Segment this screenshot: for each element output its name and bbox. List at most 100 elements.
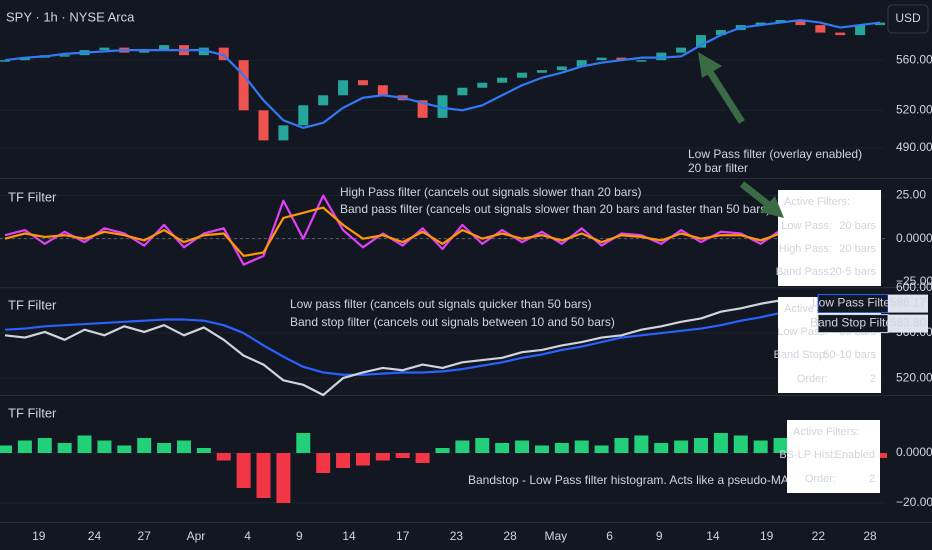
candle (377, 85, 388, 96)
currency-box[interactable] (887, 4, 929, 34)
histogram-bar (97, 440, 112, 453)
currency[interactable]: USD (895, 11, 921, 25)
histogram-bar (753, 440, 768, 453)
series-line (4, 18, 881, 129)
candle (238, 60, 249, 111)
annotation: Band pass filter (cancels out signals sl… (340, 202, 770, 216)
table-value: 2 (870, 373, 876, 385)
x-tick-label: 22 (812, 529, 826, 543)
histogram-bar (296, 433, 311, 453)
histogram-bar (316, 453, 331, 473)
x-tick-label: 19 (32, 529, 46, 543)
x-tick-label: 24 (88, 529, 102, 543)
table-value: Enabled (835, 449, 875, 461)
y-tick-label: −20.00 (896, 495, 932, 509)
candle (755, 22, 766, 26)
candle (517, 72, 528, 78)
candle (477, 82, 488, 88)
candle (298, 105, 309, 126)
candle (696, 35, 707, 48)
price-tag-value-box (888, 294, 928, 313)
table-label: Band Pass: (776, 266, 832, 278)
series-line (4, 299, 881, 397)
candle (656, 52, 667, 61)
table-label: Band Stop: (774, 349, 828, 361)
candle (835, 32, 846, 36)
histogram-bar (137, 438, 152, 453)
candle (159, 45, 170, 51)
histogram-bar (614, 438, 629, 453)
histogram-bar (37, 438, 52, 453)
histogram-bar (773, 438, 788, 453)
table-label: Order: (805, 473, 836, 485)
x-tick-label: 6 (606, 529, 613, 543)
price-tag-value-box (888, 314, 928, 333)
candle (139, 50, 150, 53)
histogram-bar (594, 445, 609, 453)
x-tick-label: Apr (187, 529, 206, 543)
series-line (4, 301, 880, 376)
histogram-bar (77, 435, 92, 453)
histogram-bar (415, 453, 430, 463)
filter-table (778, 190, 881, 286)
annotation: Band stop filter (cancels out signals be… (290, 315, 615, 329)
y-tick-label: 25.00 (896, 188, 926, 202)
histogram-bar (534, 445, 549, 453)
histogram-bar (554, 443, 569, 453)
histogram-bar (196, 448, 211, 453)
x-tick-label: 17 (396, 529, 410, 543)
table-label: Low Pass: (777, 326, 828, 338)
y-tick-label: −25.00 (896, 274, 932, 288)
table-label: High Pass: (779, 243, 832, 255)
histogram-bar (276, 453, 291, 503)
layers: 560.00 520.00 490.00 Low Pass filter (overl… (0, 18, 932, 543)
candle (278, 125, 289, 141)
series-line (4, 194, 881, 266)
candle (318, 95, 329, 106)
x-tick-label: 9 (656, 529, 663, 543)
histogram-bar (236, 453, 251, 488)
histogram-bar (435, 448, 450, 453)
candle (19, 57, 30, 61)
histogram-bar (574, 440, 589, 453)
x-tick-label: 27 (138, 529, 152, 543)
panel-label: TF Filter (8, 189, 57, 204)
histogram-bar (256, 453, 271, 498)
y-tick-label: 0.0000 (896, 445, 932, 459)
annotation: Bandstop - Low Pass filter histogram. Ac… (468, 473, 806, 487)
annotation: Low Pass filter (overlay enabled) (688, 147, 862, 161)
histogram-bar (495, 443, 510, 453)
x-tick-label: 4 (244, 529, 251, 543)
candle (556, 66, 567, 71)
panel-label: TF Filter (8, 297, 57, 312)
histogram-bar (475, 438, 490, 453)
histogram-bar (375, 453, 390, 461)
x-tick-label: 14 (706, 529, 720, 543)
candle (417, 100, 428, 118)
annotation: High Pass filter (cancels out signals sl… (340, 185, 641, 199)
table-title: Active Filters: (784, 196, 850, 208)
histogram-bar (336, 453, 351, 468)
candle (198, 47, 209, 56)
table-label: Order: (797, 373, 828, 385)
x-tick-label: 14 (342, 529, 356, 543)
y-tick-label: 520.00 (896, 102, 932, 116)
histogram-bar (117, 445, 132, 453)
histogram-bar (455, 440, 470, 453)
y-tick-label: 600.00 (896, 280, 932, 294)
candle (457, 87, 468, 96)
histogram-bar (176, 440, 191, 453)
table-value: 20 bars (839, 243, 876, 255)
candle (775, 20, 786, 23)
y-tick-label: 520.00 (896, 370, 932, 384)
table-label: Low Pass: (781, 220, 832, 232)
price-tag-value: 586.17 (890, 296, 927, 310)
histogram-bar (654, 443, 669, 453)
y-tick-label: 560.00 (896, 52, 932, 66)
table-value: 20-5 bars (830, 266, 877, 278)
x-tick-label: May (545, 529, 568, 543)
histogram-bar (674, 440, 689, 453)
histogram-bar (713, 433, 728, 453)
